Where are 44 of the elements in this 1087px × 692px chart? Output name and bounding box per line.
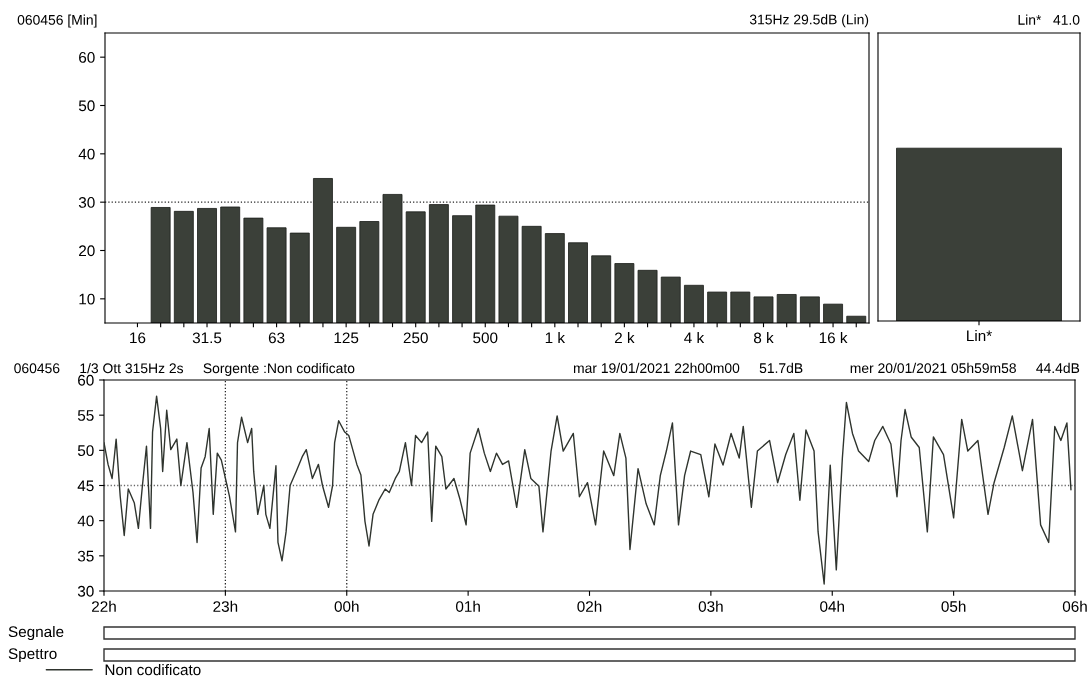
x-tick-label: 06h <box>1062 600 1087 612</box>
text: Spettro <box>8 648 57 663</box>
x-tick-label: 23h <box>213 600 238 612</box>
chart-title: 060456 [Min] <box>17 14 97 28</box>
x-tick-label: 16 <box>130 332 146 344</box>
text: 315Hz 29.5dB (Lin) <box>749 14 869 28</box>
text: Segnale <box>8 625 64 641</box>
y-tick-label: 50 <box>77 445 94 457</box>
x-tick-label: 31.5 <box>192 332 222 344</box>
y-tick-label: 50 <box>78 100 95 112</box>
x-tick-label: 00h <box>334 600 359 612</box>
y-tick-label: 55 <box>77 410 94 421</box>
line-series <box>104 395 1072 585</box>
y-tick-label: 60 <box>79 52 95 63</box>
x-tick-label: 2 k <box>614 332 635 344</box>
x-tick-label: 16 k <box>819 332 848 344</box>
y-tick-label: 30 <box>78 197 95 208</box>
y-tick-label: 45 <box>77 480 94 492</box>
y-tick-label: 40 <box>78 148 95 160</box>
y-tick-label: 30 <box>77 585 94 597</box>
x-tick-label: 03h <box>698 600 723 612</box>
y-tick-label: 35 <box>77 550 94 562</box>
chart-title: 060456 1/3 Ott 315Hz 2s Sorgente :Non codificato <box>14 362 355 376</box>
y-tick-label: 10 <box>79 293 95 305</box>
text: mar 19/01/2021 22h00m00 51.7dB <box>573 362 803 374</box>
x-tick-label: 4 k <box>684 332 705 344</box>
text: mer 20/01/2021 05h59m58 44.4dB <box>850 362 1080 374</box>
x-tick-label: 22h <box>92 600 116 612</box>
x-tick-label: 04h <box>820 600 844 612</box>
x-tick-label: 8 k <box>753 332 774 344</box>
y-tick-label: 60 <box>78 374 94 386</box>
x-tick-label: 02h <box>577 600 602 612</box>
x-tick-label: 1 k <box>545 332 566 344</box>
x-tick-label: 63 <box>268 332 285 344</box>
x-tick-label: Lin* <box>967 330 992 342</box>
y-tick-label: 40 <box>77 515 94 527</box>
legend-label: Non codificato <box>105 664 201 676</box>
y-tick-label: 20 <box>79 245 95 257</box>
x-tick-label: 05h <box>941 600 966 612</box>
x-tick-label: 250 <box>403 332 428 344</box>
x-tick-label: 125 <box>334 332 359 344</box>
chart-title: Lin* 41.0 <box>1018 14 1080 25</box>
x-tick-label: 01h <box>455 600 480 612</box>
x-tick-label: 500 <box>473 332 498 344</box>
